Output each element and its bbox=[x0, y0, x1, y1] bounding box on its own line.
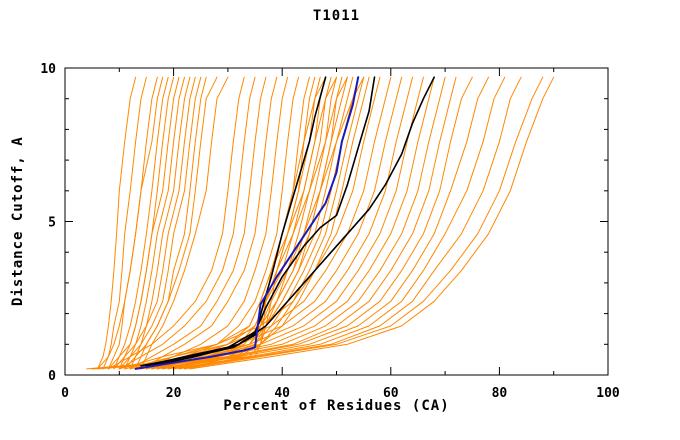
predicted-model-curve bbox=[140, 76, 278, 370]
predicted-model-curve bbox=[107, 76, 245, 370]
y-tick-label: 5 bbox=[48, 216, 56, 231]
predicted-model-curve bbox=[129, 76, 267, 370]
predicted-model-curve bbox=[91, 76, 327, 370]
x-axis-label: Percent of Residues (CA) bbox=[223, 398, 450, 414]
predicted-model-curve bbox=[189, 76, 555, 370]
predicted-model-curve bbox=[107, 76, 158, 370]
predicted-model-curve bbox=[145, 76, 289, 370]
predicted-model-curve bbox=[135, 76, 413, 370]
x-tick-label: 40 bbox=[274, 386, 290, 401]
y-tick-label: 10 bbox=[40, 62, 56, 77]
predicted-model-curve bbox=[178, 76, 522, 370]
predicted-model-curve bbox=[86, 76, 348, 370]
x-tick-label: 0 bbox=[61, 386, 69, 401]
predicted-model-curve bbox=[184, 76, 544, 370]
predicted-model-curve bbox=[167, 76, 489, 370]
predicted-model-curve bbox=[162, 76, 473, 370]
predicted-model-curve bbox=[151, 76, 446, 370]
predicted-model-curve bbox=[156, 76, 457, 370]
x-tick-label: 60 bbox=[383, 386, 399, 401]
predicted-model-curve bbox=[151, 76, 299, 370]
predicted-model-curve bbox=[113, 76, 191, 370]
y-tick-label: 0 bbox=[48, 369, 56, 384]
predicted-model-curve bbox=[118, 76, 256, 370]
predicted-model-curve bbox=[124, 76, 185, 370]
x-tick-label: 20 bbox=[166, 386, 182, 401]
chart-title: T1011 bbox=[312, 8, 361, 24]
predicted-model-curve bbox=[107, 76, 180, 370]
highlighted-model-curve bbox=[151, 76, 436, 367]
predicted-model-curve bbox=[129, 76, 196, 370]
predicted-model-curve bbox=[145, 76, 327, 370]
predicted-model-curve bbox=[113, 76, 169, 370]
predicted-model-curve bbox=[173, 76, 506, 370]
predicted-model-curve bbox=[102, 76, 147, 370]
predicted-model-curve bbox=[118, 76, 202, 370]
x-tick-label: 80 bbox=[492, 386, 508, 401]
predicted-model-curve bbox=[124, 76, 218, 370]
predicted-model-curve bbox=[97, 76, 164, 370]
x-tick-label: 100 bbox=[596, 386, 620, 401]
predicted-model-curve bbox=[140, 76, 229, 370]
best-model-curve bbox=[134, 76, 360, 370]
predicted-model-curve bbox=[124, 76, 392, 370]
predicted-model-curve bbox=[97, 76, 137, 370]
predicted-model-curve bbox=[151, 76, 354, 370]
